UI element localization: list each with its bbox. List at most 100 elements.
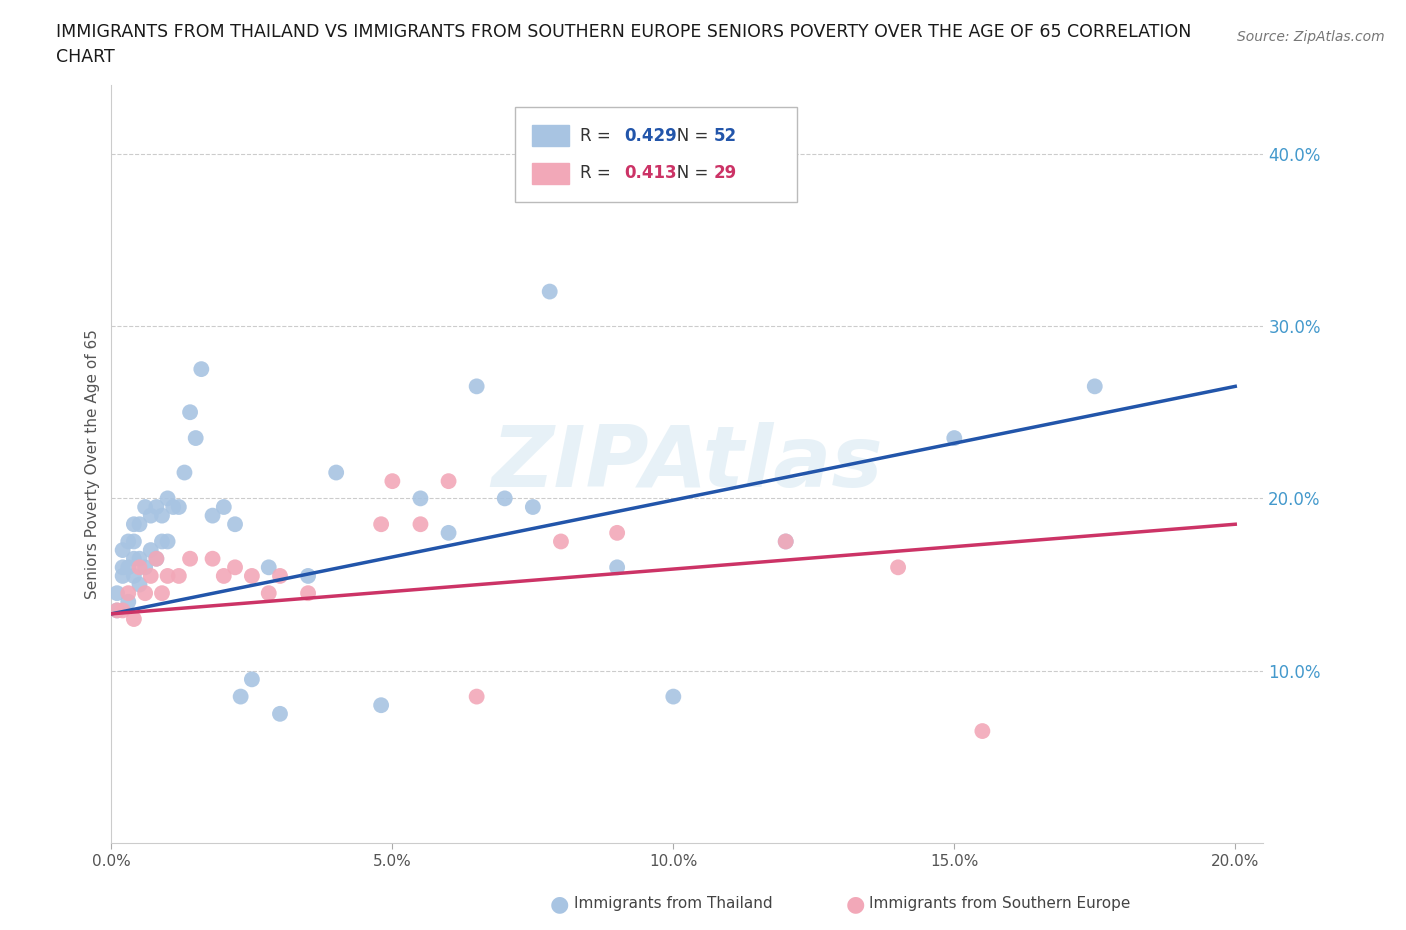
Point	[297, 568, 319, 583]
Point	[179, 551, 201, 566]
Point	[167, 499, 190, 514]
Text: N =: N =	[661, 126, 713, 144]
Point	[887, 560, 910, 575]
Point	[111, 542, 134, 557]
Text: ZIPAtlas: ZIPAtlas	[492, 422, 883, 505]
FancyBboxPatch shape	[515, 108, 797, 203]
Text: Immigrants from Southern Europe: Immigrants from Southern Europe	[869, 897, 1130, 911]
Point	[122, 612, 145, 627]
Point	[229, 689, 252, 704]
Point	[224, 517, 246, 532]
Point	[145, 551, 167, 566]
Point	[550, 534, 572, 549]
Point	[606, 525, 628, 540]
Text: CHART: CHART	[56, 48, 115, 66]
Point	[606, 560, 628, 575]
Point	[145, 499, 167, 514]
Point	[150, 586, 173, 601]
Point	[117, 534, 139, 549]
Point	[190, 362, 212, 377]
Point	[662, 689, 685, 704]
Point	[156, 534, 179, 549]
Point	[111, 560, 134, 575]
Point	[167, 568, 190, 583]
Point	[409, 517, 432, 532]
Point	[128, 517, 150, 532]
Point	[538, 285, 561, 299]
Text: 52: 52	[714, 126, 737, 144]
Point	[117, 560, 139, 575]
Text: Immigrants from Thailand: Immigrants from Thailand	[574, 897, 772, 911]
Point	[117, 594, 139, 609]
Point	[139, 508, 162, 523]
Point	[269, 568, 291, 583]
Point	[325, 465, 347, 480]
Point	[972, 724, 994, 738]
Point	[122, 551, 145, 566]
Point	[162, 499, 184, 514]
Bar	[531, 163, 568, 184]
Point	[117, 586, 139, 601]
Point	[111, 603, 134, 618]
Point	[409, 491, 432, 506]
Point	[105, 603, 128, 618]
Point	[122, 568, 145, 583]
Point	[381, 473, 404, 488]
Text: N =: N =	[661, 165, 713, 182]
Point	[134, 499, 156, 514]
Point	[465, 689, 488, 704]
Point	[465, 379, 488, 393]
Point	[370, 517, 392, 532]
Point	[943, 431, 966, 445]
Point	[128, 560, 150, 575]
Point	[201, 508, 224, 523]
Point	[297, 586, 319, 601]
Text: Source: ZipAtlas.com: Source: ZipAtlas.com	[1237, 30, 1385, 44]
Point	[150, 508, 173, 523]
Point	[201, 551, 224, 566]
Point	[240, 568, 263, 583]
Point	[224, 560, 246, 575]
Point	[269, 707, 291, 722]
Bar	[531, 125, 568, 146]
Point	[134, 586, 156, 601]
Point	[370, 698, 392, 712]
Point	[184, 431, 207, 445]
Text: R =: R =	[581, 165, 616, 182]
Y-axis label: Seniors Poverty Over the Age of 65: Seniors Poverty Over the Age of 65	[86, 329, 100, 599]
Point	[522, 499, 544, 514]
Point	[257, 586, 280, 601]
Point	[179, 405, 201, 419]
Point	[173, 465, 195, 480]
Point	[111, 568, 134, 583]
Point	[775, 534, 797, 549]
Point	[212, 568, 235, 583]
Point	[122, 517, 145, 532]
Point	[437, 525, 460, 540]
Point	[156, 491, 179, 506]
Point	[134, 560, 156, 575]
Point	[150, 534, 173, 549]
Text: 29: 29	[714, 165, 737, 182]
Point	[437, 473, 460, 488]
Point	[212, 499, 235, 514]
Point	[122, 534, 145, 549]
Point	[240, 671, 263, 686]
Point	[128, 578, 150, 592]
Text: 0.429: 0.429	[624, 126, 676, 144]
Point	[139, 568, 162, 583]
Point	[128, 551, 150, 566]
Text: 0.413: 0.413	[624, 165, 676, 182]
Text: ●: ●	[845, 894, 865, 914]
Text: ●: ●	[550, 894, 569, 914]
Text: IMMIGRANTS FROM THAILAND VS IMMIGRANTS FROM SOUTHERN EUROPE SENIORS POVERTY OVER: IMMIGRANTS FROM THAILAND VS IMMIGRANTS F…	[56, 23, 1192, 41]
Text: R =: R =	[581, 126, 616, 144]
Point	[105, 586, 128, 601]
Point	[257, 560, 280, 575]
Point	[494, 491, 516, 506]
Point	[775, 534, 797, 549]
Point	[1084, 379, 1107, 393]
Point	[156, 568, 179, 583]
Point	[145, 551, 167, 566]
Point	[139, 542, 162, 557]
